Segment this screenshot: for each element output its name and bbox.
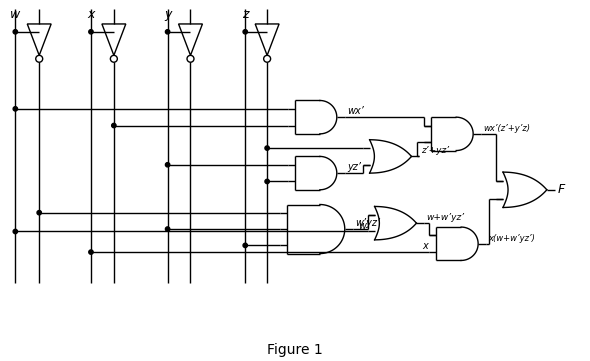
Circle shape [88,250,93,254]
Circle shape [13,107,18,111]
Text: w: w [10,8,21,21]
Circle shape [88,30,93,34]
Text: F: F [558,183,565,196]
Circle shape [13,229,18,234]
Circle shape [13,30,18,34]
Circle shape [112,123,116,128]
Text: z: z [242,8,248,21]
Text: x(w+w’yz’): x(w+w’yz’) [488,234,535,243]
Text: y: y [164,8,171,21]
Circle shape [265,146,269,150]
Text: wx’: wx’ [347,106,363,116]
Text: yz’: yz’ [347,162,360,172]
Text: w+w’yz’: w+w’yz’ [427,213,464,222]
Circle shape [265,179,269,184]
Circle shape [243,243,247,248]
Circle shape [165,162,170,167]
Circle shape [243,30,247,34]
Text: w’yz’: w’yz’ [355,218,380,228]
Text: z’+yz’: z’+yz’ [421,147,450,156]
Text: x: x [422,241,428,251]
Circle shape [37,210,41,215]
Text: x: x [87,8,94,21]
Text: wx’(z’+y’z): wx’(z’+y’z) [483,124,530,133]
Circle shape [165,30,170,34]
Text: Figure 1: Figure 1 [267,343,323,357]
Circle shape [165,227,170,231]
Text: w: w [359,221,366,231]
